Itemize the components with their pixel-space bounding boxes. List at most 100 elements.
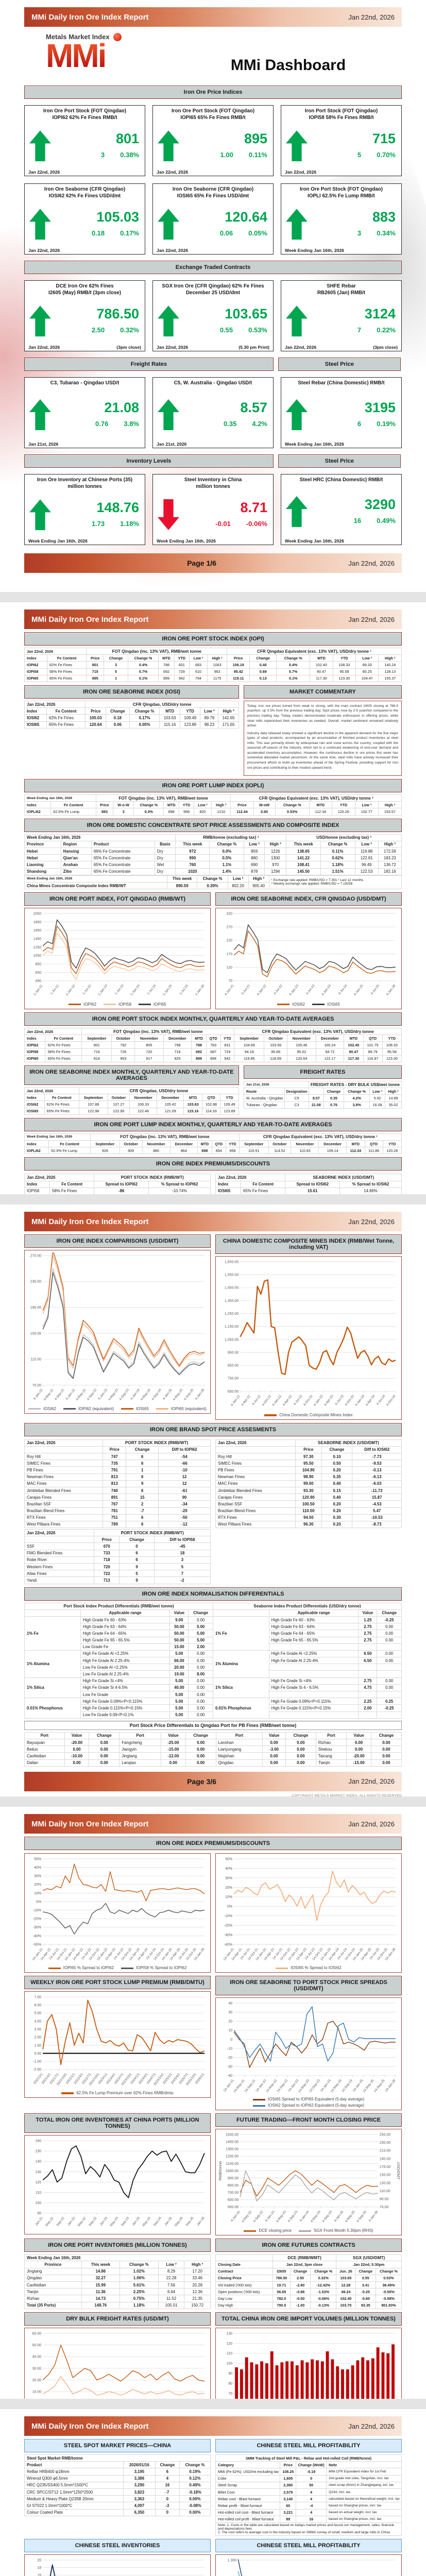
card-body: 120.64 0.06 0.05% bbox=[157, 199, 269, 248]
column-header: W-oW bbox=[253, 801, 276, 809]
down-arrow-icon bbox=[158, 499, 179, 530]
table-cell: Wet bbox=[154, 861, 176, 869]
table-cell: 100.24 bbox=[315, 1041, 345, 1049]
column-header: December bbox=[169, 1140, 198, 1148]
svg-text:4-Oct-21: 4-Oct-21 bbox=[261, 1394, 272, 1406]
table-cell: 898 bbox=[163, 808, 180, 816]
chart-index-comparisons: 270.00 230.00 190.00 150.00 110.00 70.00 4-Jan… bbox=[24, 1250, 211, 1414]
section-header: Steel Price bbox=[278, 454, 401, 468]
svg-text:1-Jan-26: 1-Jan-26 bbox=[194, 984, 205, 997]
svg-text:750.00: 750.00 bbox=[228, 1377, 239, 1381]
layout-row: WEEKLY IRON ORE PORT STOCK LUMP PREMIUM … bbox=[24, 1974, 402, 2111]
svg-text:4-Jan-23: 4-Jan-23 bbox=[288, 984, 299, 997]
section-header: IRON ORE PORT INDEX, FOT QINGDAO (RMB/WT… bbox=[24, 892, 211, 906]
table-cell: Carajas Fines bbox=[215, 1494, 296, 1501]
legend-swatch bbox=[277, 1004, 290, 1006]
legend-label: IOSI62 Spread to IOPI62 Equivalent (5-da… bbox=[267, 2103, 365, 2108]
svg-text:4-Sep-25: 4-Sep-25 bbox=[183, 1388, 195, 1401]
table-cell: 791 bbox=[103, 1466, 127, 1474]
table-cell: 0.20 bbox=[321, 1520, 353, 1529]
table-cell: IOPI65 bbox=[24, 674, 47, 682]
table-cell: RTX Fines bbox=[215, 1514, 296, 1521]
table-cell: 94.50 bbox=[295, 1514, 322, 1521]
legend-item: 62.5% Fe Lump Premium over 62% Fines RMB… bbox=[61, 2091, 174, 2095]
table-row: Jingtang 14.86 1.02% 8.29 17.20 bbox=[24, 2267, 211, 2275]
svg-text:-1.00: -1.00 bbox=[33, 2060, 41, 2064]
table-cell: 104.90 bbox=[295, 1466, 322, 1474]
column-header: September bbox=[238, 1140, 269, 1148]
card-values: 883 3 0.34% bbox=[311, 210, 398, 238]
column-header: November bbox=[142, 1140, 171, 1148]
layout-column: Inventory Levels bbox=[24, 452, 274, 470]
table-cell: -3.00 bbox=[262, 1745, 286, 1753]
table-cell: 3,363 bbox=[123, 2495, 156, 2503]
table-cell: 4 bbox=[155, 2475, 180, 2482]
column-header: High ² bbox=[184, 2261, 211, 2268]
layout-row: IRON ORE PORT STOCK INDEX MONTHLY, QUART… bbox=[24, 1010, 402, 1063]
table-cell: -9.53 bbox=[352, 1460, 402, 1467]
table-cell: IOSI62 bbox=[24, 714, 47, 722]
table-row: Newman Fines 813 6 12 bbox=[24, 1473, 211, 1481]
card-date: Jan 22nd, 2026 bbox=[28, 248, 60, 253]
svg-text:-20: -20 bbox=[227, 2056, 232, 2060]
table-cell: SIMEC Fines bbox=[215, 1460, 296, 1467]
table-cell: High Fe Grade 0.115%<P<0.15% bbox=[80, 1704, 171, 1712]
chart-canvas: 50%40%30%20%10%0%-10%-20%-30%-40%-50%14-… bbox=[31, 1857, 205, 1961]
table-cell: 122.90 bbox=[107, 1107, 130, 1115]
table-cell: 788 bbox=[191, 1041, 207, 1049]
table-cell: 0.00 bbox=[188, 1684, 213, 1692]
layout-column: 50% 40% 30% 20% 10% 0% -10% -20% -30% -40% -50% 14-… bbox=[24, 1853, 211, 1973]
table-cell: 115.16 bbox=[159, 721, 180, 728]
table-cell: 735 bbox=[103, 1460, 127, 1467]
column-header: Price bbox=[280, 2461, 297, 2469]
table-cell: 141.22 bbox=[286, 854, 321, 862]
table-cell: -0.50 bbox=[289, 2295, 311, 2302]
table-cell: High Grade Fe 65 - 65.5% bbox=[80, 1636, 171, 1644]
card-values: 8.57 0.35 4.2% bbox=[182, 400, 269, 428]
table-row: SIMEC Fines 735 6 -66 bbox=[24, 1460, 211, 1467]
indicator-card: Iron Ore Port Stock (FOT Qingdao) IOPI62 … bbox=[24, 105, 145, 176]
column-header: September bbox=[234, 1035, 265, 1042]
table-cell: 990 bbox=[175, 854, 210, 862]
table-cell: 5 bbox=[104, 668, 128, 675]
svg-text:90.00: 90.00 bbox=[380, 2198, 389, 2201]
table-row: 0.01% Phosphorus High Fe Grade 0.09%<P<0.… bbox=[24, 1698, 402, 1719]
up-arrow-icon bbox=[158, 130, 179, 162]
table-cell: 108.41 bbox=[286, 861, 321, 869]
svg-text:250.00: 250.00 bbox=[380, 2133, 391, 2137]
svg-text:150: 150 bbox=[35, 2150, 41, 2154]
table-cell: Newman Fines bbox=[24, 1473, 104, 1481]
table-cell: 0.00 bbox=[185, 1745, 216, 1753]
column-header: MTD bbox=[346, 1140, 365, 1148]
table-cell: IOPI58 bbox=[24, 668, 47, 675]
table-cell: 801 bbox=[81, 1041, 112, 1049]
svg-text:4-Jan-21: 4-Jan-21 bbox=[33, 1388, 44, 1401]
column-header: Value bbox=[358, 1609, 378, 1617]
card-date: Week Ending Jan 16th, 2026 bbox=[285, 538, 344, 544]
table-cell: Western Fines bbox=[24, 1563, 95, 1571]
column-header: Price bbox=[85, 707, 106, 715]
svg-text:4-Jul-25: 4-Jul-25 bbox=[370, 984, 380, 996]
card-title: C5, W. Australia - Qingdao USD/t bbox=[174, 380, 252, 386]
table-cell: 58% Fe Fines bbox=[49, 1187, 95, 1194]
table-cell: 89.79 bbox=[363, 1048, 383, 1056]
section-header: FREIGHT RATES bbox=[243, 1065, 402, 1079]
table-cell: -10.74% bbox=[148, 1187, 211, 1194]
card-change-pct: 0.22% bbox=[377, 326, 396, 334]
card-change-abs: 0.55 bbox=[219, 326, 233, 334]
legend-swatch bbox=[48, 1967, 61, 1969]
layout-row: Jan 22nd, 2026 PORT STOCK INDEX (RMB/WT) I… bbox=[24, 1174, 402, 1194]
table-cell: 120.64 bbox=[85, 721, 106, 728]
table-cell: Dry bbox=[154, 868, 176, 875]
legend-swatch bbox=[28, 1408, 41, 1410]
table-row: Applicable range Value Change Applicable ra… bbox=[24, 1609, 402, 1617]
layout-column: Jan 22nd, 2026 SEABORNE INDEX (USD/DMT) Pr… bbox=[215, 1439, 402, 1529]
section-header: IRON ORE INDEX COMPARISONS (USD/DMT) bbox=[24, 1234, 211, 1248]
table-cell: 883 bbox=[95, 808, 113, 816]
table-row: 1% Silica High Fe Grade Si <4% 5.00 0.00 1% … bbox=[24, 1677, 402, 1699]
table-cell: 155.37 bbox=[378, 674, 402, 682]
column-header: Route bbox=[243, 1088, 285, 1095]
svg-text:4-Sep-23: 4-Sep-23 bbox=[287, 2210, 299, 2223]
table-cell: 50 bbox=[296, 2481, 327, 2489]
